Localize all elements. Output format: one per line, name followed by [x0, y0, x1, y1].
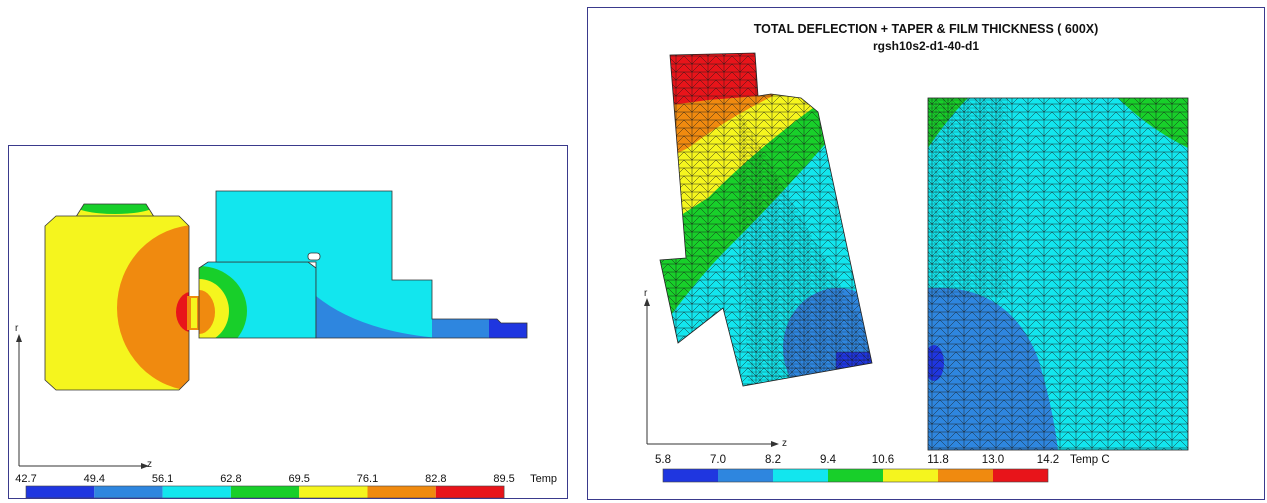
right-legend-color-swatch [938, 469, 993, 482]
left-legend-color-swatch [26, 486, 95, 498]
right-legend-bar-outline [662, 468, 1049, 483]
right-mesh-panel: TOTAL DEFLECTION + TAPER & FILM THICKNES… [587, 7, 1265, 500]
right-legend-tick-label: 11.8 [927, 454, 949, 466]
right-mesh-plot: r z 5.8 7.0 8.2 9.4 10.6 11.8 13.0 14.2 Temp C [644, 52, 1189, 483]
left-legend-tick-label: 49.4 [84, 473, 105, 485]
left-legend-tick-label: 42.7 [15, 473, 36, 485]
left-legend-tick-label: 69.5 [288, 473, 309, 485]
left-component-mesh [660, 53, 872, 386]
left-color-legend: 42.7 49.4 56.1 62.8 69.5 76.1 82.8 89.5 Temp [15, 473, 557, 499]
right-legend-tick-label: 14.2 [1037, 454, 1059, 466]
left-legend-tick-label: 76.1 [357, 473, 378, 485]
right-legend-tick-label: 7.0 [710, 454, 726, 466]
right-legend-tick-label: 9.4 [820, 454, 837, 466]
right-axis-r-label: r [644, 288, 648, 299]
left-legend-tick-label: 82.8 [425, 473, 446, 485]
left-legend-color-swatch [435, 486, 505, 498]
right-color-legend: 5.8 7.0 8.2 9.4 10.6 11.8 13.0 14.2 Temp C [655, 454, 1110, 483]
right-legend-color-swatch [828, 469, 883, 482]
right-legend-color-swatch [663, 469, 718, 482]
right-legend-tick-label: 10.6 [872, 454, 894, 466]
right-legend-tick-label: 5.8 [655, 454, 671, 466]
right-legend-color-swatch [718, 469, 773, 482]
left-legend-tick-label: 56.1 [152, 473, 173, 485]
right-legend-tick-label: 8.2 [765, 454, 781, 466]
left-contour-panel: r z 42.7 49.4 56.1 62.8 69.5 76.1 82.8 89.5 Temp [8, 145, 568, 499]
right-axes: r z [644, 288, 787, 449]
plot-title: TOTAL DEFLECTION + TAPER & FILM THICKNES… [753, 22, 1099, 36]
plot-subtitle: rgsh10s2-d1-40-d1 [872, 39, 980, 53]
right-component-mesh [928, 98, 1188, 450]
left-legend-color-swatch [94, 486, 163, 498]
left-contour-plot: r z 42.7 49.4 56.1 62.8 69.5 76.1 82.8 89.5 Temp [15, 190, 557, 499]
left-axis-z-label: z [147, 459, 152, 470]
right-axis-z-label: z [782, 438, 787, 449]
neck-region [187, 296, 201, 330]
left-legend-color-swatch [367, 486, 436, 498]
left-legend-color-swatch [162, 486, 231, 498]
left-legend-color-swatch [230, 486, 300, 498]
right-legend-unit-label: Temp C [1070, 454, 1110, 466]
left-legend-unit-label: Temp [530, 473, 557, 485]
notch-icon [307, 252, 321, 261]
left-legend-tick-label: 89.5 [493, 473, 514, 485]
left-axes: r z [15, 323, 152, 470]
housing-region [45, 216, 189, 390]
right-legend-color-swatch [773, 469, 828, 482]
right-legend-tick-label: 13.0 [982, 454, 1004, 466]
left-axis-r-label: r [15, 323, 19, 334]
left-legend-color-swatch [299, 486, 368, 498]
middle-block-region [199, 262, 316, 338]
right-legend-color-swatch [883, 469, 938, 482]
right-legend-color-swatch [993, 469, 1048, 482]
left-legend-tick-label: 62.8 [220, 473, 241, 485]
